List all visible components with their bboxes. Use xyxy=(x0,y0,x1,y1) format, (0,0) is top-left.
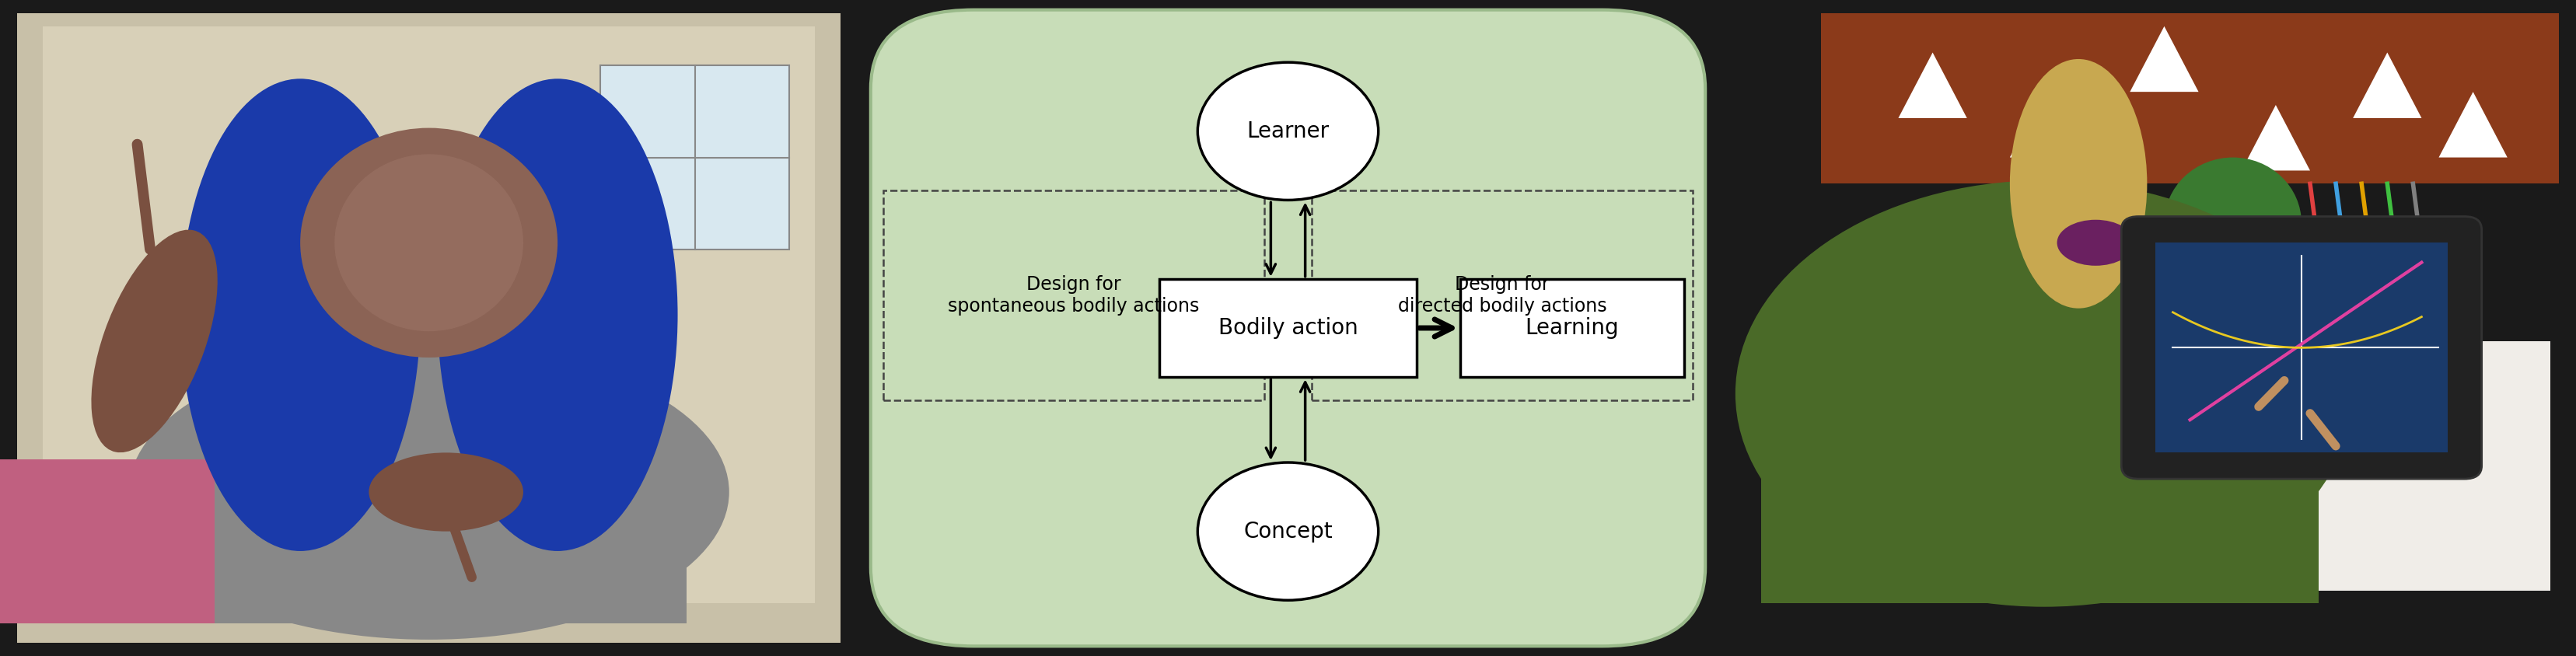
Ellipse shape xyxy=(90,230,216,453)
Text: Design for
spontaneous bodily actions: Design for spontaneous bodily actions xyxy=(948,275,1200,316)
Text: Concept: Concept xyxy=(1244,520,1332,543)
FancyBboxPatch shape xyxy=(1159,279,1417,377)
FancyBboxPatch shape xyxy=(2300,249,2388,341)
Circle shape xyxy=(1198,62,1378,200)
FancyBboxPatch shape xyxy=(600,66,788,249)
Ellipse shape xyxy=(2058,220,2136,266)
Polygon shape xyxy=(1899,52,1968,118)
Ellipse shape xyxy=(129,344,729,640)
Ellipse shape xyxy=(438,79,677,551)
FancyBboxPatch shape xyxy=(0,459,214,623)
FancyBboxPatch shape xyxy=(871,10,1705,646)
FancyBboxPatch shape xyxy=(1762,341,2550,590)
Ellipse shape xyxy=(1736,180,2352,607)
Polygon shape xyxy=(2352,52,2421,118)
Ellipse shape xyxy=(2009,59,2148,308)
FancyBboxPatch shape xyxy=(1461,279,1685,377)
Ellipse shape xyxy=(180,79,420,551)
Text: Design for
directed bodily actions: Design for directed bodily actions xyxy=(1399,275,1607,316)
FancyBboxPatch shape xyxy=(1762,328,2318,604)
FancyBboxPatch shape xyxy=(2182,249,2285,328)
Text: Learning: Learning xyxy=(1525,317,1618,339)
Ellipse shape xyxy=(368,453,523,531)
Circle shape xyxy=(1198,462,1378,600)
Ellipse shape xyxy=(301,128,556,358)
Ellipse shape xyxy=(335,154,523,331)
FancyBboxPatch shape xyxy=(1821,13,2558,184)
FancyBboxPatch shape xyxy=(18,13,840,643)
Polygon shape xyxy=(2439,92,2506,157)
Ellipse shape xyxy=(2164,157,2300,289)
FancyBboxPatch shape xyxy=(44,26,814,604)
FancyBboxPatch shape xyxy=(2156,243,2447,453)
Text: Bodily action: Bodily action xyxy=(1218,317,1358,339)
FancyBboxPatch shape xyxy=(2123,216,2481,479)
Polygon shape xyxy=(2009,92,2079,157)
Polygon shape xyxy=(2130,26,2197,92)
Polygon shape xyxy=(2241,105,2311,171)
FancyBboxPatch shape xyxy=(173,426,685,623)
Text: Learner: Learner xyxy=(1247,120,1329,142)
